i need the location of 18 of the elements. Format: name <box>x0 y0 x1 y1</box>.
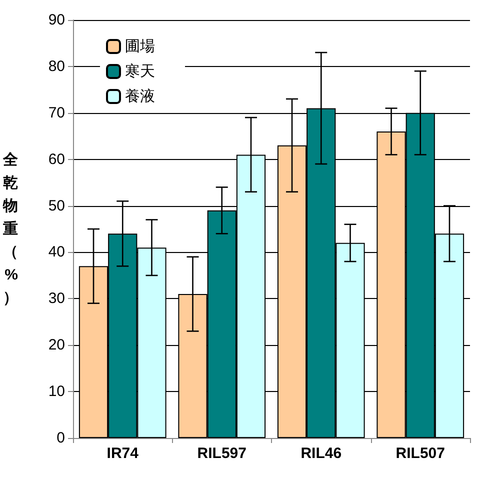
y-tick-label: 80 <box>48 58 65 75</box>
x-tick-label: IR74 <box>106 445 140 462</box>
y-tick-label: 90 <box>48 12 65 28</box>
y-tick-label: 0 <box>56 430 65 446</box>
y-tick-label: 60 <box>48 150 65 168</box>
y-tick-label: 30 <box>48 290 65 308</box>
x-tick-label: RIL46 <box>300 445 342 462</box>
x-tick-label: RIL507 <box>396 445 445 462</box>
legend-label: 寒天 <box>125 63 155 80</box>
y-tick-label: 50 <box>48 197 65 214</box>
x-tick-label: RIL597 <box>197 445 246 462</box>
y-tick-label: 20 <box>48 336 65 354</box>
y-tick-label: 40 <box>48 244 65 261</box>
legend-label: 養液 <box>125 88 155 105</box>
y-tick-label: 10 <box>48 383 65 400</box>
y-axis-title: 全乾物重（%） <box>2 152 19 306</box>
y-tick-label: 70 <box>48 104 65 122</box>
legend-label: 圃場 <box>125 38 155 55</box>
